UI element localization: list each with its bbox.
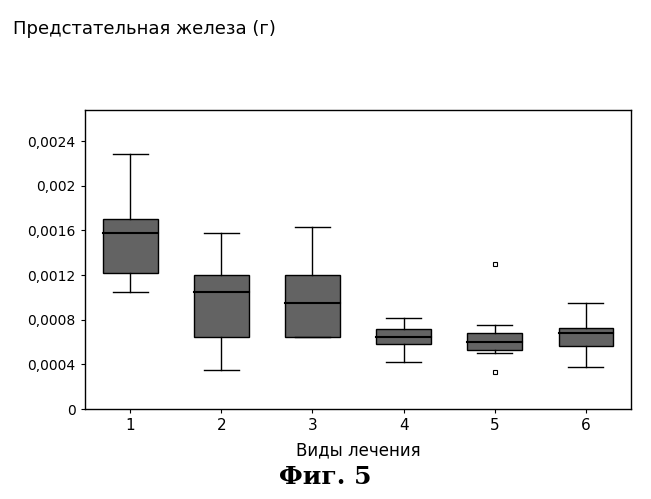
FancyBboxPatch shape <box>376 329 431 344</box>
FancyBboxPatch shape <box>194 275 249 336</box>
Text: Предстательная железа (г): Предстательная железа (г) <box>13 20 276 38</box>
FancyBboxPatch shape <box>467 333 522 350</box>
X-axis label: Виды лечения: Виды лечения <box>296 442 421 460</box>
FancyBboxPatch shape <box>559 328 613 345</box>
Text: Фиг. 5: Фиг. 5 <box>279 465 372 489</box>
FancyBboxPatch shape <box>103 219 158 273</box>
FancyBboxPatch shape <box>285 275 340 336</box>
